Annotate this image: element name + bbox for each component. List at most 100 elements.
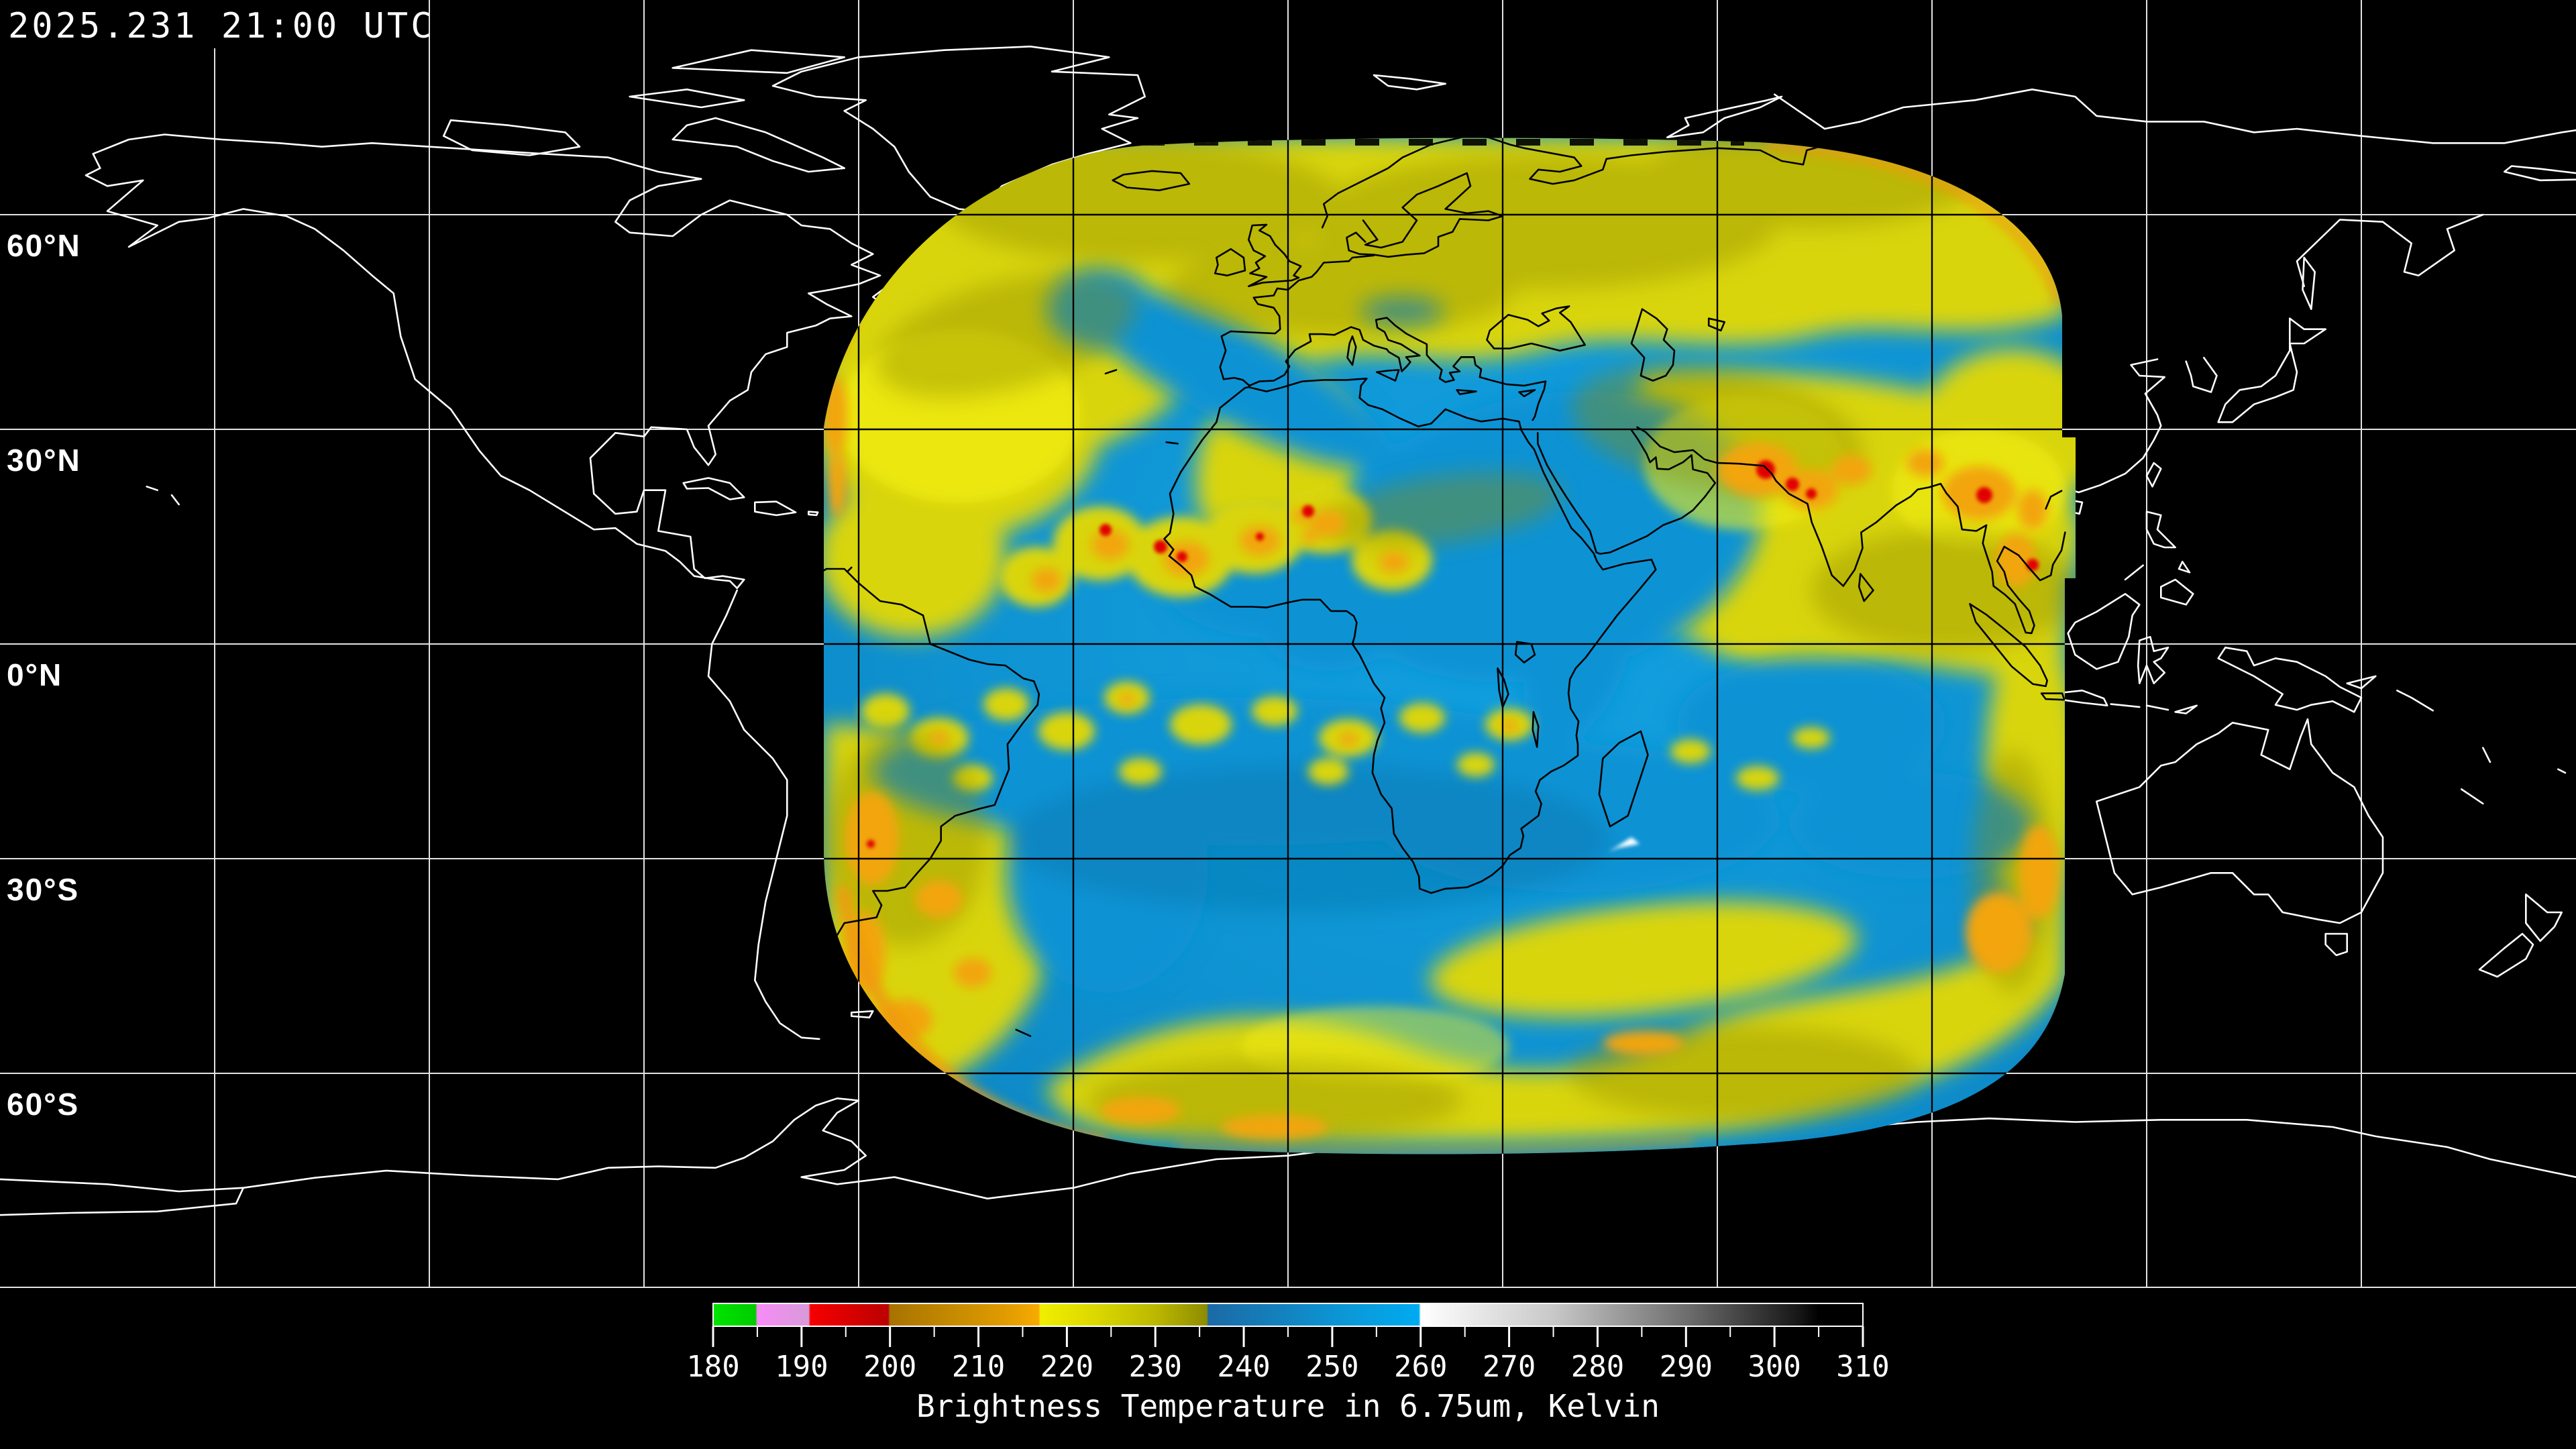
coastline xyxy=(2178,561,2191,574)
colorbar-tick-label: 190 xyxy=(775,1350,828,1384)
colorbar: 180 190 200 210 220 230 240 250 260 270 280 290 300 3… xyxy=(686,1303,1890,1424)
white-warm-spot xyxy=(1609,837,1640,852)
colorbar-gradient xyxy=(712,1303,1864,1327)
coastline-inside-swath xyxy=(1165,441,1179,445)
coastline-inside-swath xyxy=(1858,573,1874,602)
coastline xyxy=(2137,636,2169,684)
colorbar-tick-label: 280 xyxy=(1571,1350,1624,1384)
colorbar-ticks xyxy=(712,1326,1864,1347)
coastline-inside-swath xyxy=(1636,426,2066,635)
coastline xyxy=(1666,95,1783,139)
coastline xyxy=(2160,578,2194,606)
coastline xyxy=(2217,647,2363,713)
coastline-inside-swath xyxy=(1346,335,1357,366)
coastline xyxy=(2296,213,2484,287)
coastline xyxy=(2124,564,2144,581)
coastline-inside-swath xyxy=(846,566,853,573)
latitude-label: 60°S xyxy=(7,1087,79,1122)
latitude-labels: 60°N 30°N 0°N 30°S 60°S xyxy=(7,228,81,1122)
coastline-inside-swath xyxy=(2045,490,2063,510)
cloud-olive-shading xyxy=(825,138,2076,1140)
colorbar-tick-label: 270 xyxy=(1483,1350,1536,1384)
colorbar-tick-label: 210 xyxy=(952,1350,1005,1384)
latitude-label: 30°S xyxy=(7,872,79,907)
coastline xyxy=(672,117,845,173)
coastline xyxy=(170,494,180,506)
coastline-inside-swath xyxy=(1456,389,1477,395)
colorbar-tick-label: 180 xyxy=(686,1350,739,1384)
coastline xyxy=(2145,511,2176,549)
coastline-inside-swath xyxy=(1707,317,1725,332)
coastline xyxy=(85,133,881,590)
coastline-inside-swath xyxy=(1598,730,1649,828)
coastline xyxy=(2504,165,2576,182)
coastline-inside-swath xyxy=(1518,389,1536,398)
coastline xyxy=(2324,932,2348,957)
coastline xyxy=(2396,690,2434,712)
timestamp: 2025.231 21:00 UTC xyxy=(8,6,435,46)
coastline-inside-swath xyxy=(1219,254,1547,421)
coastline-inside-swath xyxy=(2040,692,2065,701)
coastline xyxy=(672,49,845,74)
coastline xyxy=(2067,593,2141,670)
coastline xyxy=(851,1010,874,1019)
coastline xyxy=(707,589,820,1040)
coastline xyxy=(2217,317,2326,423)
latitude-label: 30°N xyxy=(7,443,81,478)
latitude-label: 60°N xyxy=(7,228,81,263)
colorbar-tick-label: 250 xyxy=(1305,1350,1358,1384)
timestamp-backing xyxy=(0,0,370,48)
colorbar-tick-label: 200 xyxy=(863,1350,916,1384)
coastline xyxy=(682,477,745,500)
colorbar-tick-labels: 180 190 200 210 220 230 240 250 260 270 280 290 300 3… xyxy=(686,1350,1889,1384)
colorbar-tick-label: 230 xyxy=(1128,1350,1181,1384)
coastline-inside-swath xyxy=(1321,138,1883,229)
coastline xyxy=(2557,768,2567,774)
colorbar-title: Brightness Temperature in 6.75um, Kelvin xyxy=(916,1388,1660,1424)
colorbar-tick-label: 300 xyxy=(1748,1350,1801,1384)
coastline-inside-swath xyxy=(1532,711,1540,748)
coastline-inside-swath xyxy=(824,568,1040,1038)
coastline-inside-swath xyxy=(1376,369,1400,382)
overlays-inside-swath xyxy=(0,0,2576,1287)
coastline-inside-swath xyxy=(1163,378,1657,894)
coastline xyxy=(754,500,797,517)
coastline xyxy=(0,1178,244,1216)
colorbar-tick-label: 220 xyxy=(1040,1350,1093,1384)
colorbar-tick-label: 310 xyxy=(1836,1350,1889,1384)
coastline xyxy=(242,1097,2576,1199)
coastline xyxy=(2302,256,2316,311)
coastlines-outside-swath xyxy=(0,46,2576,1216)
coastline xyxy=(2145,704,2169,711)
coastline-inside-swath xyxy=(1104,369,1118,375)
coastline xyxy=(1373,74,1446,91)
colorbar-tick-label: 290 xyxy=(1660,1350,1713,1384)
coastline xyxy=(2478,932,2534,978)
coastline-inside-swath xyxy=(1514,641,1536,663)
coastline xyxy=(2061,358,2165,494)
coastline-inside-swath xyxy=(1346,172,1504,258)
coastline xyxy=(2185,357,2218,393)
coastline-inside-swath xyxy=(1969,603,2048,688)
coastline-inside-swath xyxy=(1630,308,1676,382)
coastline-inside-swath xyxy=(1015,1028,1032,1037)
coastline xyxy=(146,486,158,491)
latitude-label: 0°N xyxy=(7,657,62,692)
colorbar-tick-label: 260 xyxy=(1394,1350,1447,1384)
coastline xyxy=(2482,747,2491,763)
colorbar-tick-label: 240 xyxy=(1217,1350,1270,1384)
coastline xyxy=(629,89,745,109)
coastline-inside-swath xyxy=(1112,170,1191,191)
coastline xyxy=(2461,788,2484,805)
coastline xyxy=(443,119,581,156)
coastline-inside-swath xyxy=(1497,667,1509,708)
coastline-inside-swath xyxy=(1486,305,1586,352)
coastline xyxy=(2145,462,2162,488)
coastline xyxy=(1774,89,2576,144)
coastline xyxy=(2346,675,2377,690)
coastline xyxy=(2525,894,2563,942)
coastline xyxy=(2096,718,2384,924)
coastline xyxy=(2174,704,2198,714)
